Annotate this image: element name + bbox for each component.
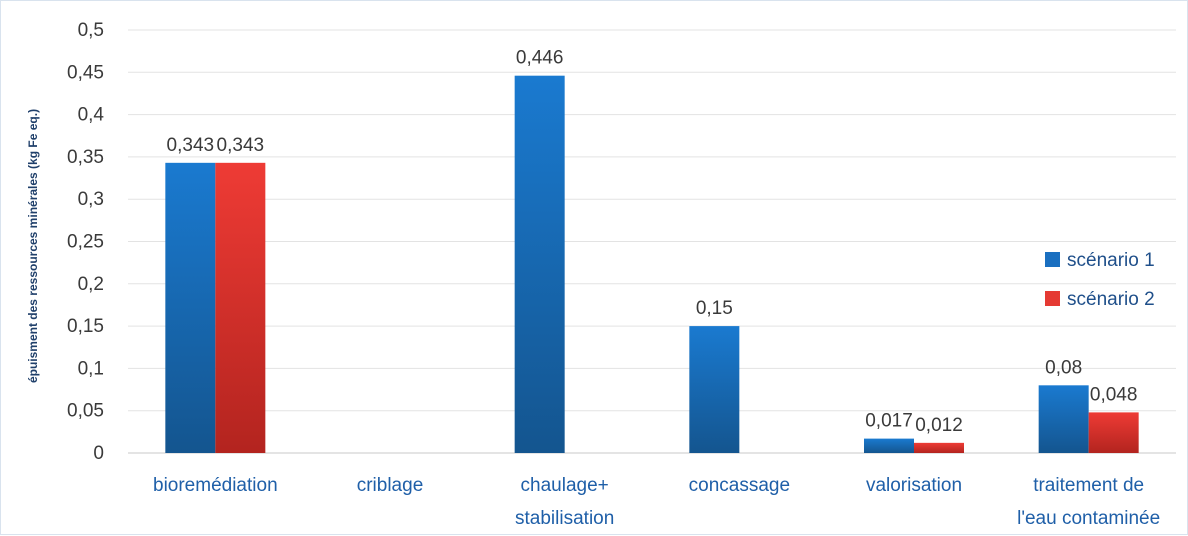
- y-tick-label: 0,1: [78, 358, 104, 379]
- y-axis-ticks: 0 0,05 0,1 0,15 0,2 0,25 0,3 0,35 0,4 0,45 0,5: [67, 20, 104, 464]
- y-tick-label: 0,15: [67, 316, 104, 337]
- x-axis-categories: bioremédiation criblage chaulage+ stabilisa…: [153, 475, 1160, 529]
- legend-label: scénario 2: [1067, 289, 1155, 310]
- y-tick-label: 0,2: [78, 274, 104, 295]
- x-tick-label: criblage: [357, 475, 424, 496]
- y-tick-label: 0,5: [78, 20, 104, 41]
- legend-swatch: [1045, 252, 1060, 267]
- y-axis-title: épuisment des ressources minérales (kg F…: [26, 109, 40, 383]
- x-tick-label-line: concassage: [689, 475, 790, 496]
- x-tick-label-line: chaulage+: [521, 475, 609, 496]
- x-tick-label: traitement de l'eau contaminée: [1017, 475, 1160, 529]
- data-label: 0,012: [915, 415, 963, 436]
- x-tick-label-line: bioremédiation: [153, 475, 278, 496]
- x-tick-label-line: traitement de: [1033, 475, 1144, 496]
- data-label: 0,08: [1045, 357, 1082, 378]
- y-tick-label: 0,45: [67, 62, 104, 83]
- x-tick-label: bioremédiation: [153, 475, 278, 496]
- data-label: 0,446: [516, 48, 564, 69]
- legend-swatch: [1045, 291, 1060, 306]
- x-tick-label-line: stabilisation: [515, 508, 614, 529]
- bar-scenario-1: [864, 438, 914, 453]
- bar-scenario-2: [215, 162, 266, 453]
- legend: scénario 1 scénario 2: [1045, 250, 1155, 310]
- y-tick-label: 0,3: [78, 189, 104, 210]
- x-tick-label: chaulage+ stabilisation: [515, 475, 614, 529]
- x-tick-label-line: valorisation: [866, 475, 962, 496]
- data-label: 0,048: [1090, 384, 1138, 405]
- bar-scenario-1: [1038, 385, 1089, 453]
- y-tick-label: 0: [93, 443, 104, 464]
- bar-scenario-2: [1088, 412, 1139, 453]
- data-labels: 0,343 0,343 0,446 0,15 0,017 0,012 0,08 0,048: [167, 48, 1138, 436]
- bar-scenario-1: [165, 162, 216, 453]
- legend-label: scénario 1: [1067, 250, 1155, 271]
- data-label: 0,017: [865, 411, 913, 432]
- gridlines: [128, 29, 1176, 454]
- x-tick-label: valorisation: [866, 475, 962, 496]
- bars: [165, 75, 1139, 454]
- data-label: 0,343: [217, 135, 265, 156]
- y-tick-label: 0,25: [67, 232, 104, 253]
- y-tick-label: 0,05: [67, 401, 104, 422]
- bar-scenario-1: [689, 326, 740, 453]
- y-tick-label: 0,35: [67, 147, 104, 168]
- data-label: 0,343: [167, 135, 215, 156]
- x-tick-label: concassage: [689, 475, 790, 496]
- y-tick-label: 0,4: [78, 105, 105, 126]
- x-tick-label-line: l'eau contaminée: [1017, 508, 1160, 529]
- data-label: 0,15: [696, 298, 733, 319]
- bar-scenario-1: [514, 75, 565, 454]
- x-tick-label-line: criblage: [357, 475, 424, 496]
- bar-scenario-2: [914, 442, 964, 453]
